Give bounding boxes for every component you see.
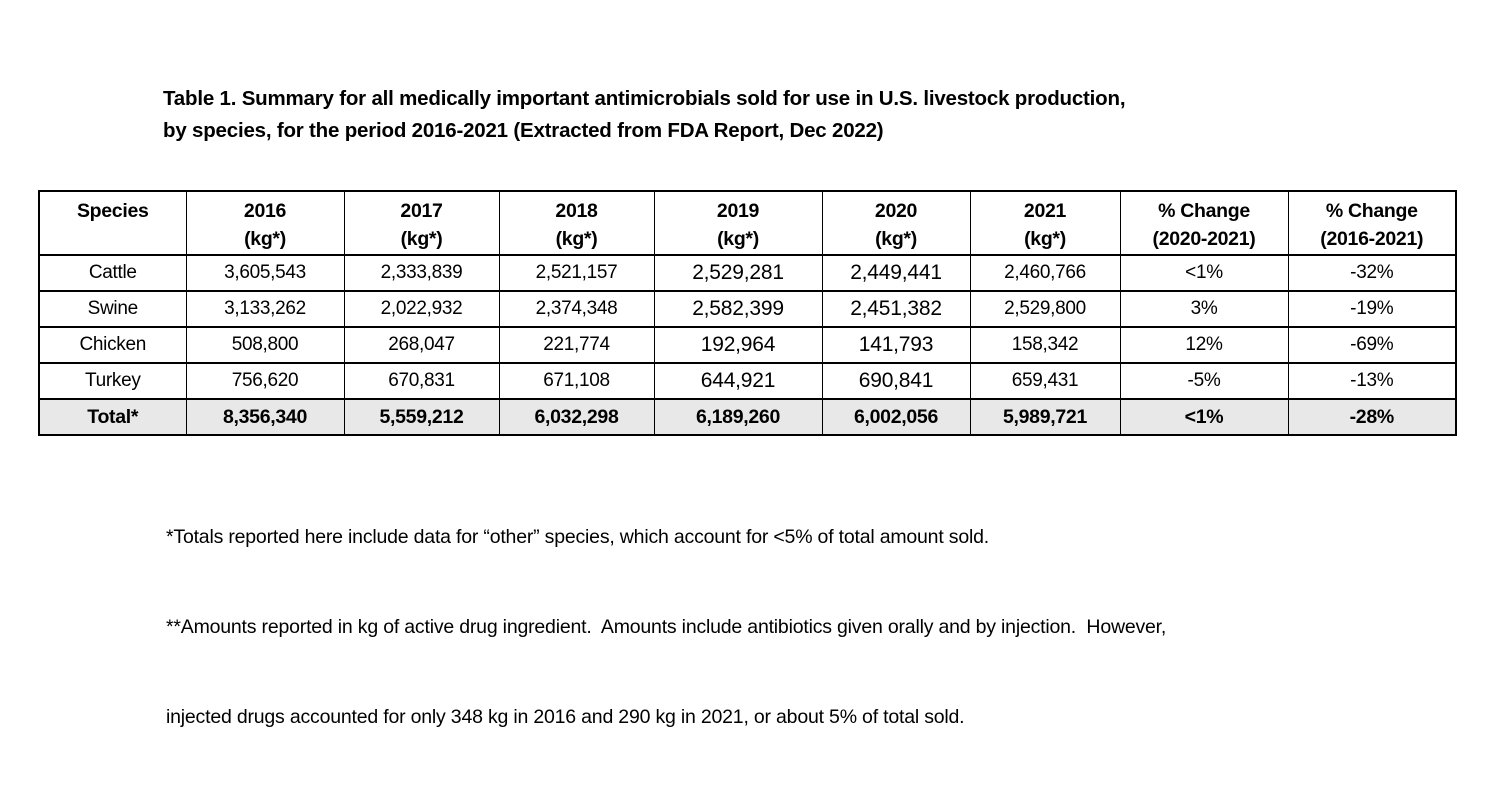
pct-change-cell: <1% <box>1119 398 1289 436</box>
species-cell: Swine <box>38 290 187 328</box>
antimicrobials-summary-table: Species 2016 (kg*) 2017 (kg*) 2018 (kg*)… <box>38 190 1457 436</box>
table-title-line-2: by species, for the period 2016-2021 (Ex… <box>163 118 884 142</box>
value-cell: 141,793 <box>821 326 971 364</box>
value-cell: 192,964 <box>653 326 823 364</box>
value-cell: 268,047 <box>343 326 500 364</box>
pct-change-cell: -19% <box>1287 290 1457 328</box>
pct-change-cell: -5% <box>1119 362 1289 400</box>
header-label: 2017 <box>400 200 443 222</box>
value-cell: 2,460,766 <box>969 254 1121 292</box>
header-species: Species <box>38 190 187 256</box>
value-cell: 659,431 <box>969 362 1121 400</box>
species-cell-total: Total* <box>38 398 187 436</box>
value-cell: 221,774 <box>498 326 655 364</box>
table-body: Cattle 3,605,543 2,333,839 2,521,157 2,5… <box>38 254 1457 436</box>
table-row-swine: Swine 3,133,262 2,022,932 2,374,348 2,58… <box>38 290 1457 328</box>
table-row-cattle: Cattle 3,605,543 2,333,839 2,521,157 2,5… <box>38 254 1457 292</box>
value-cell: 158,342 <box>969 326 1121 364</box>
value-cell: 644,921 <box>653 362 823 400</box>
value-cell: 2,451,382 <box>821 290 971 328</box>
value-cell: 6,002,056 <box>821 398 971 436</box>
pct-change-cell: -69% <box>1287 326 1457 364</box>
header-sub: (kg*) <box>400 228 443 250</box>
header-2021: 2021 (kg*) <box>969 190 1121 256</box>
value-cell: 5,559,212 <box>343 398 500 436</box>
value-cell: 6,189,260 <box>653 398 823 436</box>
value-cell: 5,989,721 <box>969 398 1121 436</box>
footnote-1: *Totals reported here include data for “… <box>166 526 989 548</box>
value-cell: 2,529,800 <box>969 290 1121 328</box>
value-cell: 2,449,441 <box>821 254 971 292</box>
value-cell: 2,333,839 <box>343 254 500 292</box>
table-title-line-1: Table 1. Summary for all medically impor… <box>163 87 1126 110</box>
pct-change-cell: -28% <box>1287 398 1457 436</box>
header-label: 2019 <box>716 200 760 222</box>
value-cell: 2,529,281 <box>653 254 823 292</box>
value-cell: 2,374,348 <box>498 290 655 328</box>
species-cell: Cattle <box>38 254 187 292</box>
value-cell: 2,022,932 <box>343 290 500 328</box>
header-label: % Change <box>1158 200 1250 222</box>
value-cell: 690,841 <box>821 362 971 400</box>
species-cell: Chicken <box>38 326 187 364</box>
header-label: 2021 <box>1023 200 1067 222</box>
value-cell: 508,800 <box>185 326 345 364</box>
value-cell: 6,032,298 <box>498 398 655 436</box>
header-sub: (kg*) <box>555 228 598 250</box>
table-row-chicken: Chicken 508,800 268,047 221,774 192,964 … <box>38 326 1457 364</box>
header-label: % Change <box>1325 200 1418 222</box>
header-sub: (kg*) <box>1024 228 1066 250</box>
value-cell: 2,521,157 <box>498 254 655 292</box>
table-header: Species 2016 (kg*) 2017 (kg*) 2018 (kg*)… <box>38 190 1457 256</box>
pct-change-cell: -13% <box>1287 362 1457 400</box>
table-row-total: Total* 8,356,340 5,559,212 6,032,298 6,1… <box>38 398 1457 436</box>
header-sub: (kg*) <box>717 228 759 250</box>
species-cell: Turkey <box>38 362 187 400</box>
value-cell: 670,831 <box>343 362 500 400</box>
header-label: 2016 <box>243 200 287 222</box>
header-label: Species <box>76 200 149 222</box>
table-row-turkey: Turkey 756,620 670,831 671,108 644,921 6… <box>38 362 1457 400</box>
header-pct-change-2020-2021: % Change (2020-2021) <box>1119 190 1289 256</box>
value-cell: 756,620 <box>185 362 345 400</box>
table-footnotes: *Totals reported here include data for “… <box>166 462 1166 792</box>
header-sub: (kg*) <box>875 228 917 250</box>
header-2018: 2018 (kg*) <box>498 190 655 256</box>
header-pct-change-2016-2021: % Change (2016-2021) <box>1287 190 1457 256</box>
header-label: 2020 <box>874 200 918 222</box>
pct-change-cell: 12% <box>1119 326 1289 364</box>
header-2017: 2017 (kg*) <box>343 190 500 256</box>
table-title: Table 1. Summary for all medically impor… <box>163 83 1126 146</box>
footnote-2: **Amounts reported in kg of active drug … <box>166 616 1167 638</box>
pct-change-cell: <1% <box>1119 254 1289 292</box>
value-cell: 3,133,262 <box>185 290 345 328</box>
header-sub: (kg*) <box>244 228 286 250</box>
header-label: 2018 <box>555 200 598 222</box>
document-page: Table 1. Summary for all medically impor… <box>38 83 1457 728</box>
footnote-2-continued: injected drugs accounted for only 348 kg… <box>166 706 965 728</box>
pct-change-cell: 3% <box>1119 290 1289 328</box>
value-cell: 671,108 <box>498 362 655 400</box>
header-2019: 2019 (kg*) <box>653 190 823 256</box>
header-sub: (2020-2021) <box>1152 228 1256 250</box>
value-cell: 8,356,340 <box>185 398 345 436</box>
pct-change-cell: -32% <box>1287 254 1457 292</box>
header-2020: 2020 (kg*) <box>821 190 971 256</box>
header-2016: 2016 (kg*) <box>185 190 345 256</box>
value-cell: 3,605,543 <box>185 254 345 292</box>
header-row: Species 2016 (kg*) 2017 (kg*) 2018 (kg*)… <box>38 190 1457 256</box>
header-sub: (2016-2021) <box>1320 228 1424 250</box>
value-cell: 2,582,399 <box>653 290 823 328</box>
